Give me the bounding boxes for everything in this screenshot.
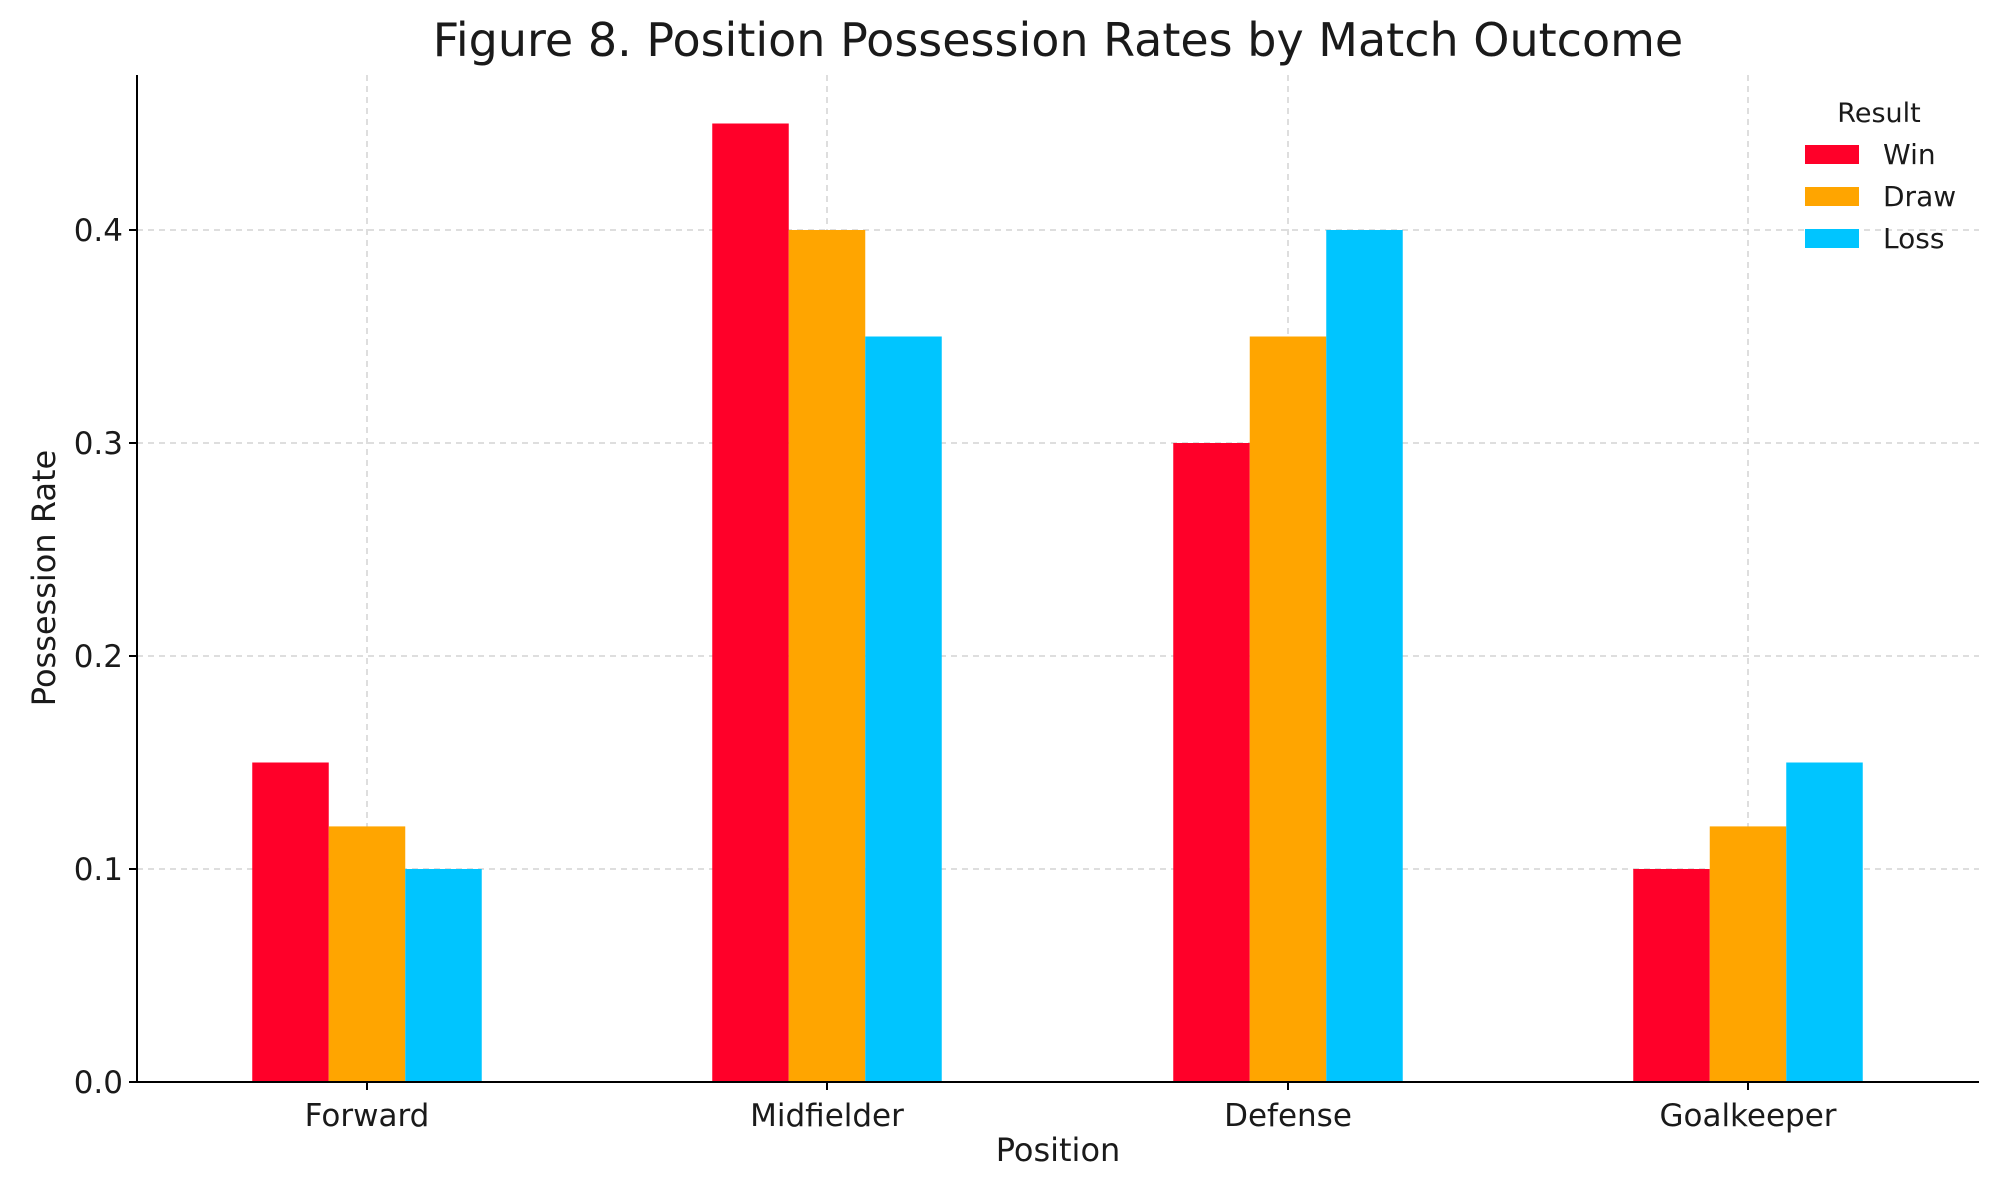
y-tick-label: 0.2 <box>74 639 123 675</box>
y-axis-ticks: 0.0 0.1 0.2 0.3 0.4 <box>74 213 137 1101</box>
legend-items: Win Draw Loss <box>1805 138 1956 255</box>
bar-loss-forward <box>405 869 482 1082</box>
y-tick-label: 0.4 <box>74 213 123 249</box>
y-tick-label: 0.1 <box>74 852 123 888</box>
bar-win-forward <box>252 762 329 1082</box>
bar-draw-goalkeeper <box>1709 826 1787 1082</box>
bar-draw-defense <box>1249 336 1327 1082</box>
legend-title: Result <box>1837 98 1920 129</box>
y-tick-label: 0.3 <box>74 426 123 462</box>
bar-loss-goalkeeper <box>1786 762 1863 1082</box>
x-tick-label: Forward <box>305 1098 430 1134</box>
legend-swatch-win <box>1805 145 1859 164</box>
legend: Result Win Draw Loss <box>1805 98 1956 255</box>
bars <box>252 123 1863 1082</box>
bar-draw-forward <box>328 826 406 1082</box>
legend-swatch-draw <box>1805 187 1859 206</box>
bar-draw-midfielder <box>788 230 866 1082</box>
bar-win-defense <box>1173 443 1250 1082</box>
legend-label-win: Win <box>1883 138 1936 171</box>
x-axis-label: Position <box>996 1131 1121 1169</box>
legend-swatch-loss <box>1805 229 1859 248</box>
y-tick-label: 0.0 <box>74 1065 123 1101</box>
y-axis-label: Possession Rate <box>25 450 63 706</box>
x-tick-label: Goalkeeper <box>1659 1098 1836 1134</box>
bar-loss-midfielder <box>865 336 942 1082</box>
x-axis-ticks: Forward Midfielder Defense Goalkeeper <box>305 1082 1837 1134</box>
bar-win-midfielder <box>712 123 789 1082</box>
x-tick-label: Midfielder <box>750 1098 904 1134</box>
bar-loss-defense <box>1326 230 1403 1082</box>
bar-win-goalkeeper <box>1633 869 1710 1082</box>
x-tick-label: Defense <box>1224 1098 1352 1134</box>
legend-label-loss: Loss <box>1883 222 1944 255</box>
legend-label-draw: Draw <box>1883 180 1956 213</box>
chart-title: Figure 8. Position Possession Rates by M… <box>433 13 1683 67</box>
